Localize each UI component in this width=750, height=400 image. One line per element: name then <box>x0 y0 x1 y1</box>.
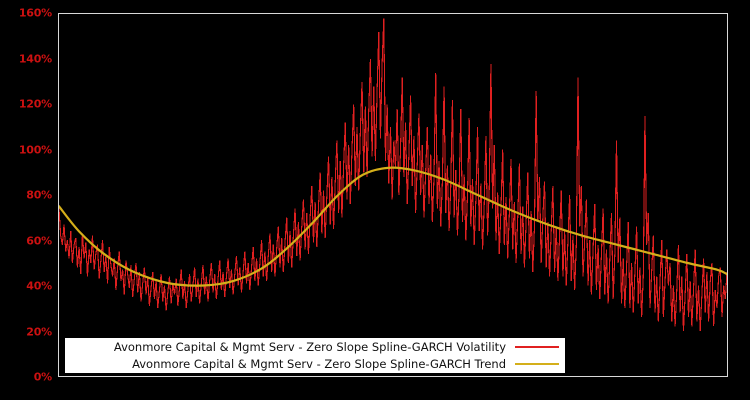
y-tick-label: 40% <box>26 279 52 293</box>
chart-legend: Avonmore Capital & Mgmt Serv - Zero Slop… <box>65 338 565 373</box>
y-tick-label: 140% <box>18 52 52 65</box>
y-tick-label: 120% <box>18 97 52 111</box>
y-tick-label: 0% <box>33 370 52 384</box>
y-tick-label: 100% <box>18 143 52 156</box>
legend-swatch-volatility <box>515 345 559 348</box>
legend-entry-volatility: Avonmore Capital & Mgmt Serv - Zero Slop… <box>65 338 565 355</box>
chart-series-svg <box>59 18 727 331</box>
y-tick-label: 20% <box>26 325 52 338</box>
legend-label-volatility: Avonmore Capital & Mgmt Serv - Zero Slop… <box>113 339 506 354</box>
y-tick-label: 60% <box>26 234 52 247</box>
legend-swatch-trend <box>515 362 559 365</box>
trend-series-line <box>59 166 727 287</box>
plot-area <box>58 13 728 377</box>
volatility-series-line <box>59 18 727 331</box>
legend-entry-trend: Avonmore Capital & Mgmt Serv - Zero Slop… <box>65 355 565 372</box>
y-tick-label: 160% <box>18 6 52 20</box>
legend-label-trend: Avonmore Capital & Mgmt Serv - Zero Slop… <box>132 356 506 371</box>
y-tick-label: 80% <box>26 188 52 202</box>
